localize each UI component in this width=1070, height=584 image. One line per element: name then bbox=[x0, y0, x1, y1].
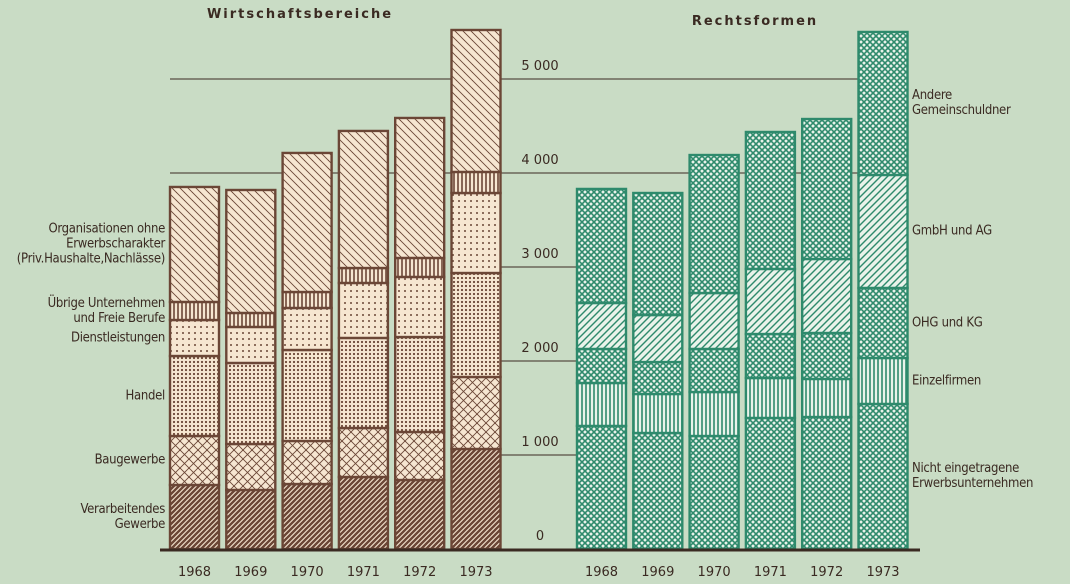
x-tick-label: 1972 bbox=[810, 565, 843, 580]
bar-segment bbox=[857, 402, 909, 551]
legend-label: Andere Gemeinschuldner bbox=[912, 88, 1011, 119]
bar-segment bbox=[801, 331, 853, 381]
bar-segment bbox=[394, 116, 446, 260]
x-tick-label: 1971 bbox=[347, 565, 380, 580]
bar-segment bbox=[575, 187, 628, 305]
bar-segment bbox=[337, 266, 390, 285]
bar-segment bbox=[394, 478, 446, 551]
bar-segment bbox=[857, 286, 909, 360]
bar-segment bbox=[632, 313, 684, 364]
bar-segment bbox=[168, 185, 221, 304]
bar-segment bbox=[337, 475, 390, 551]
bar-segment bbox=[688, 434, 740, 551]
bar-segment bbox=[168, 300, 221, 322]
bar-segment bbox=[281, 290, 333, 310]
bar-segment bbox=[632, 191, 684, 317]
bar-segment bbox=[225, 361, 277, 446]
bar-segment bbox=[450, 170, 502, 195]
bar-segment bbox=[575, 424, 628, 551]
bar-segment bbox=[225, 325, 277, 365]
bar-segment bbox=[744, 376, 797, 420]
x-tick-label: 1972 bbox=[403, 565, 436, 580]
y-tick-label: 0 bbox=[536, 529, 544, 544]
bar-segment bbox=[575, 301, 628, 351]
x-tick-label: 1971 bbox=[754, 565, 787, 580]
bar-segment bbox=[450, 271, 502, 379]
bar-segment bbox=[281, 306, 333, 352]
y-tick-label: 1 000 bbox=[521, 435, 558, 450]
bar-segment bbox=[337, 281, 390, 340]
bar-segment bbox=[394, 335, 446, 434]
bar-segment bbox=[168, 354, 221, 438]
bar-segment bbox=[744, 332, 797, 380]
legend-label: Nicht eingetragene Erwerbsunternehmen bbox=[912, 461, 1034, 492]
bar-segment bbox=[450, 375, 502, 451]
bar-segment bbox=[281, 439, 333, 486]
bar-segment bbox=[225, 311, 277, 329]
bar-segment bbox=[450, 28, 502, 174]
bar-segment bbox=[857, 356, 909, 406]
bar-segment bbox=[337, 426, 390, 479]
bar-segment bbox=[281, 151, 333, 294]
legend-label: GmbH und AG bbox=[912, 223, 992, 239]
bar-segment bbox=[801, 117, 853, 261]
x-tick-label: 1973 bbox=[459, 565, 492, 580]
bar-segment bbox=[857, 173, 909, 290]
bar-segment bbox=[632, 360, 684, 396]
x-tick-label: 1973 bbox=[866, 565, 899, 580]
bar-segment bbox=[744, 267, 797, 336]
legend-label: Dienstleistungen bbox=[71, 330, 165, 346]
bar-segment bbox=[168, 318, 221, 358]
y-tick-label: 3 000 bbox=[521, 247, 558, 262]
y-tick-label: 4 000 bbox=[521, 153, 558, 168]
bar-segment bbox=[225, 442, 277, 492]
x-tick-label: 1969 bbox=[234, 565, 267, 580]
bar-segment bbox=[394, 275, 446, 339]
x-tick-label: 1968 bbox=[585, 565, 618, 580]
bar-segment bbox=[632, 431, 684, 551]
bar-segment bbox=[168, 483, 221, 551]
bar-segment bbox=[744, 416, 797, 551]
bar-segment bbox=[281, 482, 333, 551]
bar-segment bbox=[744, 130, 797, 271]
legend-label: Übrige Unternehmen und Freie Berufe bbox=[47, 295, 166, 326]
y-tick-label: 2 000 bbox=[521, 341, 558, 356]
bar-segment bbox=[801, 377, 853, 419]
bar-segment bbox=[394, 430, 446, 482]
bar-segment bbox=[337, 129, 390, 270]
bar-segment bbox=[450, 191, 502, 275]
x-tick-label: 1968 bbox=[178, 565, 211, 580]
bar-segment bbox=[688, 390, 740, 438]
legend-label: Organisationen ohne Erwerbscharakter (Pr… bbox=[16, 221, 166, 267]
bar-segment bbox=[337, 336, 390, 430]
bar-segment bbox=[168, 434, 221, 487]
bar-segment bbox=[394, 256, 446, 279]
chart-title: Wirtschaftsbereiche bbox=[207, 7, 393, 22]
y-tick-label: 5 000 bbox=[521, 59, 558, 74]
x-tick-label: 1970 bbox=[291, 565, 324, 580]
bar-segment bbox=[281, 348, 333, 443]
bar-segment bbox=[801, 257, 853, 335]
legend-label: OHG und KG bbox=[912, 315, 983, 331]
bar-segment bbox=[575, 381, 628, 428]
legend-label: Handel bbox=[125, 388, 166, 404]
bar-segment bbox=[225, 188, 277, 315]
chart-title: Rechtsformen bbox=[692, 14, 818, 29]
bar-segment bbox=[857, 30, 909, 177]
legend-label: Baugewerbe bbox=[94, 452, 166, 468]
bar-segment bbox=[632, 392, 684, 435]
x-tick-label: 1969 bbox=[641, 565, 674, 580]
bar-segment bbox=[801, 415, 853, 551]
bar-segment bbox=[688, 347, 740, 394]
legend-label: Einzelfirmen bbox=[912, 373, 981, 389]
bar-segment bbox=[688, 153, 740, 295]
bar-segment bbox=[575, 347, 628, 385]
legend-label: Verarbeitendes Gewerbe bbox=[80, 501, 165, 532]
bar-segment bbox=[225, 488, 277, 551]
bar-segment bbox=[688, 291, 740, 351]
bar-segment bbox=[450, 447, 502, 551]
x-tick-label: 1970 bbox=[698, 565, 731, 580]
